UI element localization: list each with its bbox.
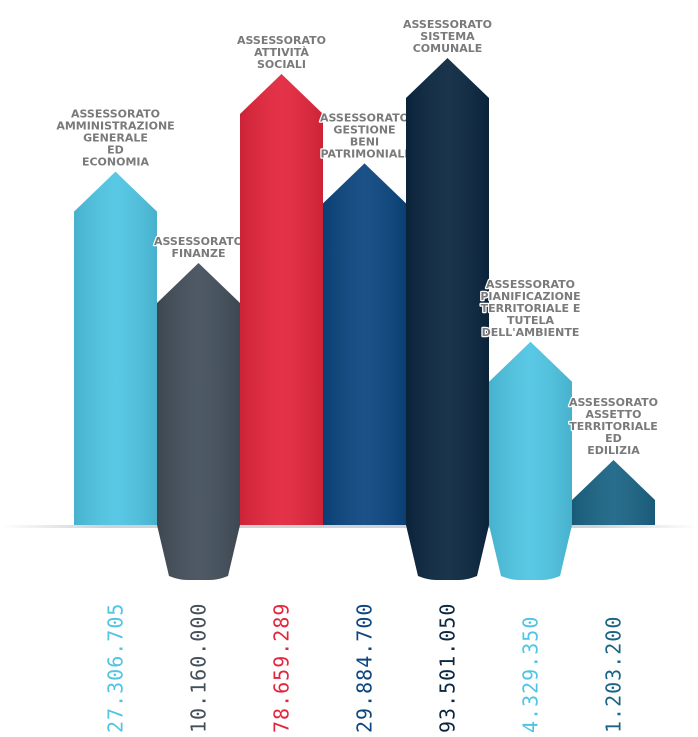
value-label: 29.884.700 <box>353 603 377 733</box>
bar-group <box>323 163 406 525</box>
value-label: 4.329.350 <box>519 616 543 733</box>
value-label: 93.501.050 <box>436 603 460 733</box>
bar-group <box>74 171 157 525</box>
bar-shading <box>489 341 572 580</box>
bar-group <box>157 262 240 580</box>
category-label: ASSESSORATO AMMINISTRAZIONE GENERALE ED ECON… <box>56 108 174 169</box>
bar-shading <box>406 58 489 580</box>
bar-shading <box>74 171 157 525</box>
bar-group <box>572 460 655 525</box>
category-label: ASSESSORATO GESTIONE BENI PATRIMONIALI <box>320 111 409 160</box>
bar-shading <box>157 262 240 580</box>
value-label: 10.160.000 <box>187 603 211 733</box>
bar-shading <box>572 460 655 525</box>
bar-group <box>489 341 572 580</box>
value-label: 78.659.289 <box>270 603 294 733</box>
category-label: ASSESSORATO ATTIVITÀ SOCIALI <box>237 34 326 71</box>
bar-group <box>240 73 323 526</box>
bar-group <box>406 58 489 580</box>
category-label: ASSESSORATO ASSETTO TERRITORIALE ED EDILIZIA <box>569 396 658 457</box>
bar-shading <box>323 163 406 525</box>
category-label: ASSESSORATO SISTEMA COMUNALE <box>403 18 492 55</box>
value-label: 1.203.200 <box>602 616 626 733</box>
floor-line <box>0 525 698 528</box>
bar-shading <box>240 73 323 526</box>
category-label: ASSESSORATO FINANZE <box>154 235 243 260</box>
value-label: 27.306.705 <box>104 603 128 733</box>
